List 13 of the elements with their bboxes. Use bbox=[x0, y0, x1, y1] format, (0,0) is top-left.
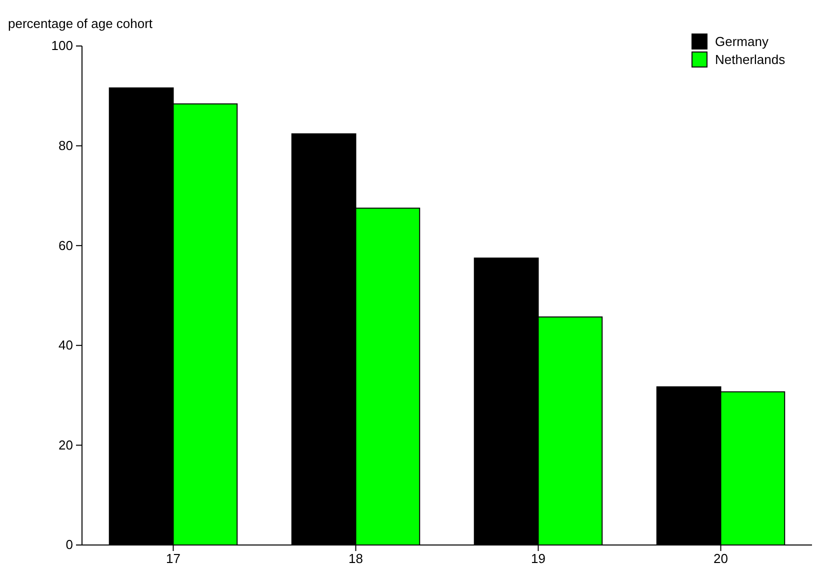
x-tick-label: 17 bbox=[166, 551, 180, 566]
y-tick-label: 0 bbox=[66, 537, 73, 552]
x-tick-label: 19 bbox=[531, 551, 546, 566]
y-axis-title: percentage of age cohort bbox=[8, 16, 153, 31]
x-tick-label: 20 bbox=[714, 551, 728, 566]
legend-label: Germany bbox=[715, 34, 769, 49]
y-tick-label: 80 bbox=[58, 138, 73, 153]
y-tick-label: 100 bbox=[51, 38, 73, 54]
legend-label: Netherlands bbox=[715, 52, 786, 67]
x-tick-label: 18 bbox=[348, 551, 363, 566]
y-tick-label: 20 bbox=[58, 437, 73, 452]
y-tick-label: 40 bbox=[58, 338, 73, 353]
y-tick-label: 60 bbox=[58, 238, 73, 253]
